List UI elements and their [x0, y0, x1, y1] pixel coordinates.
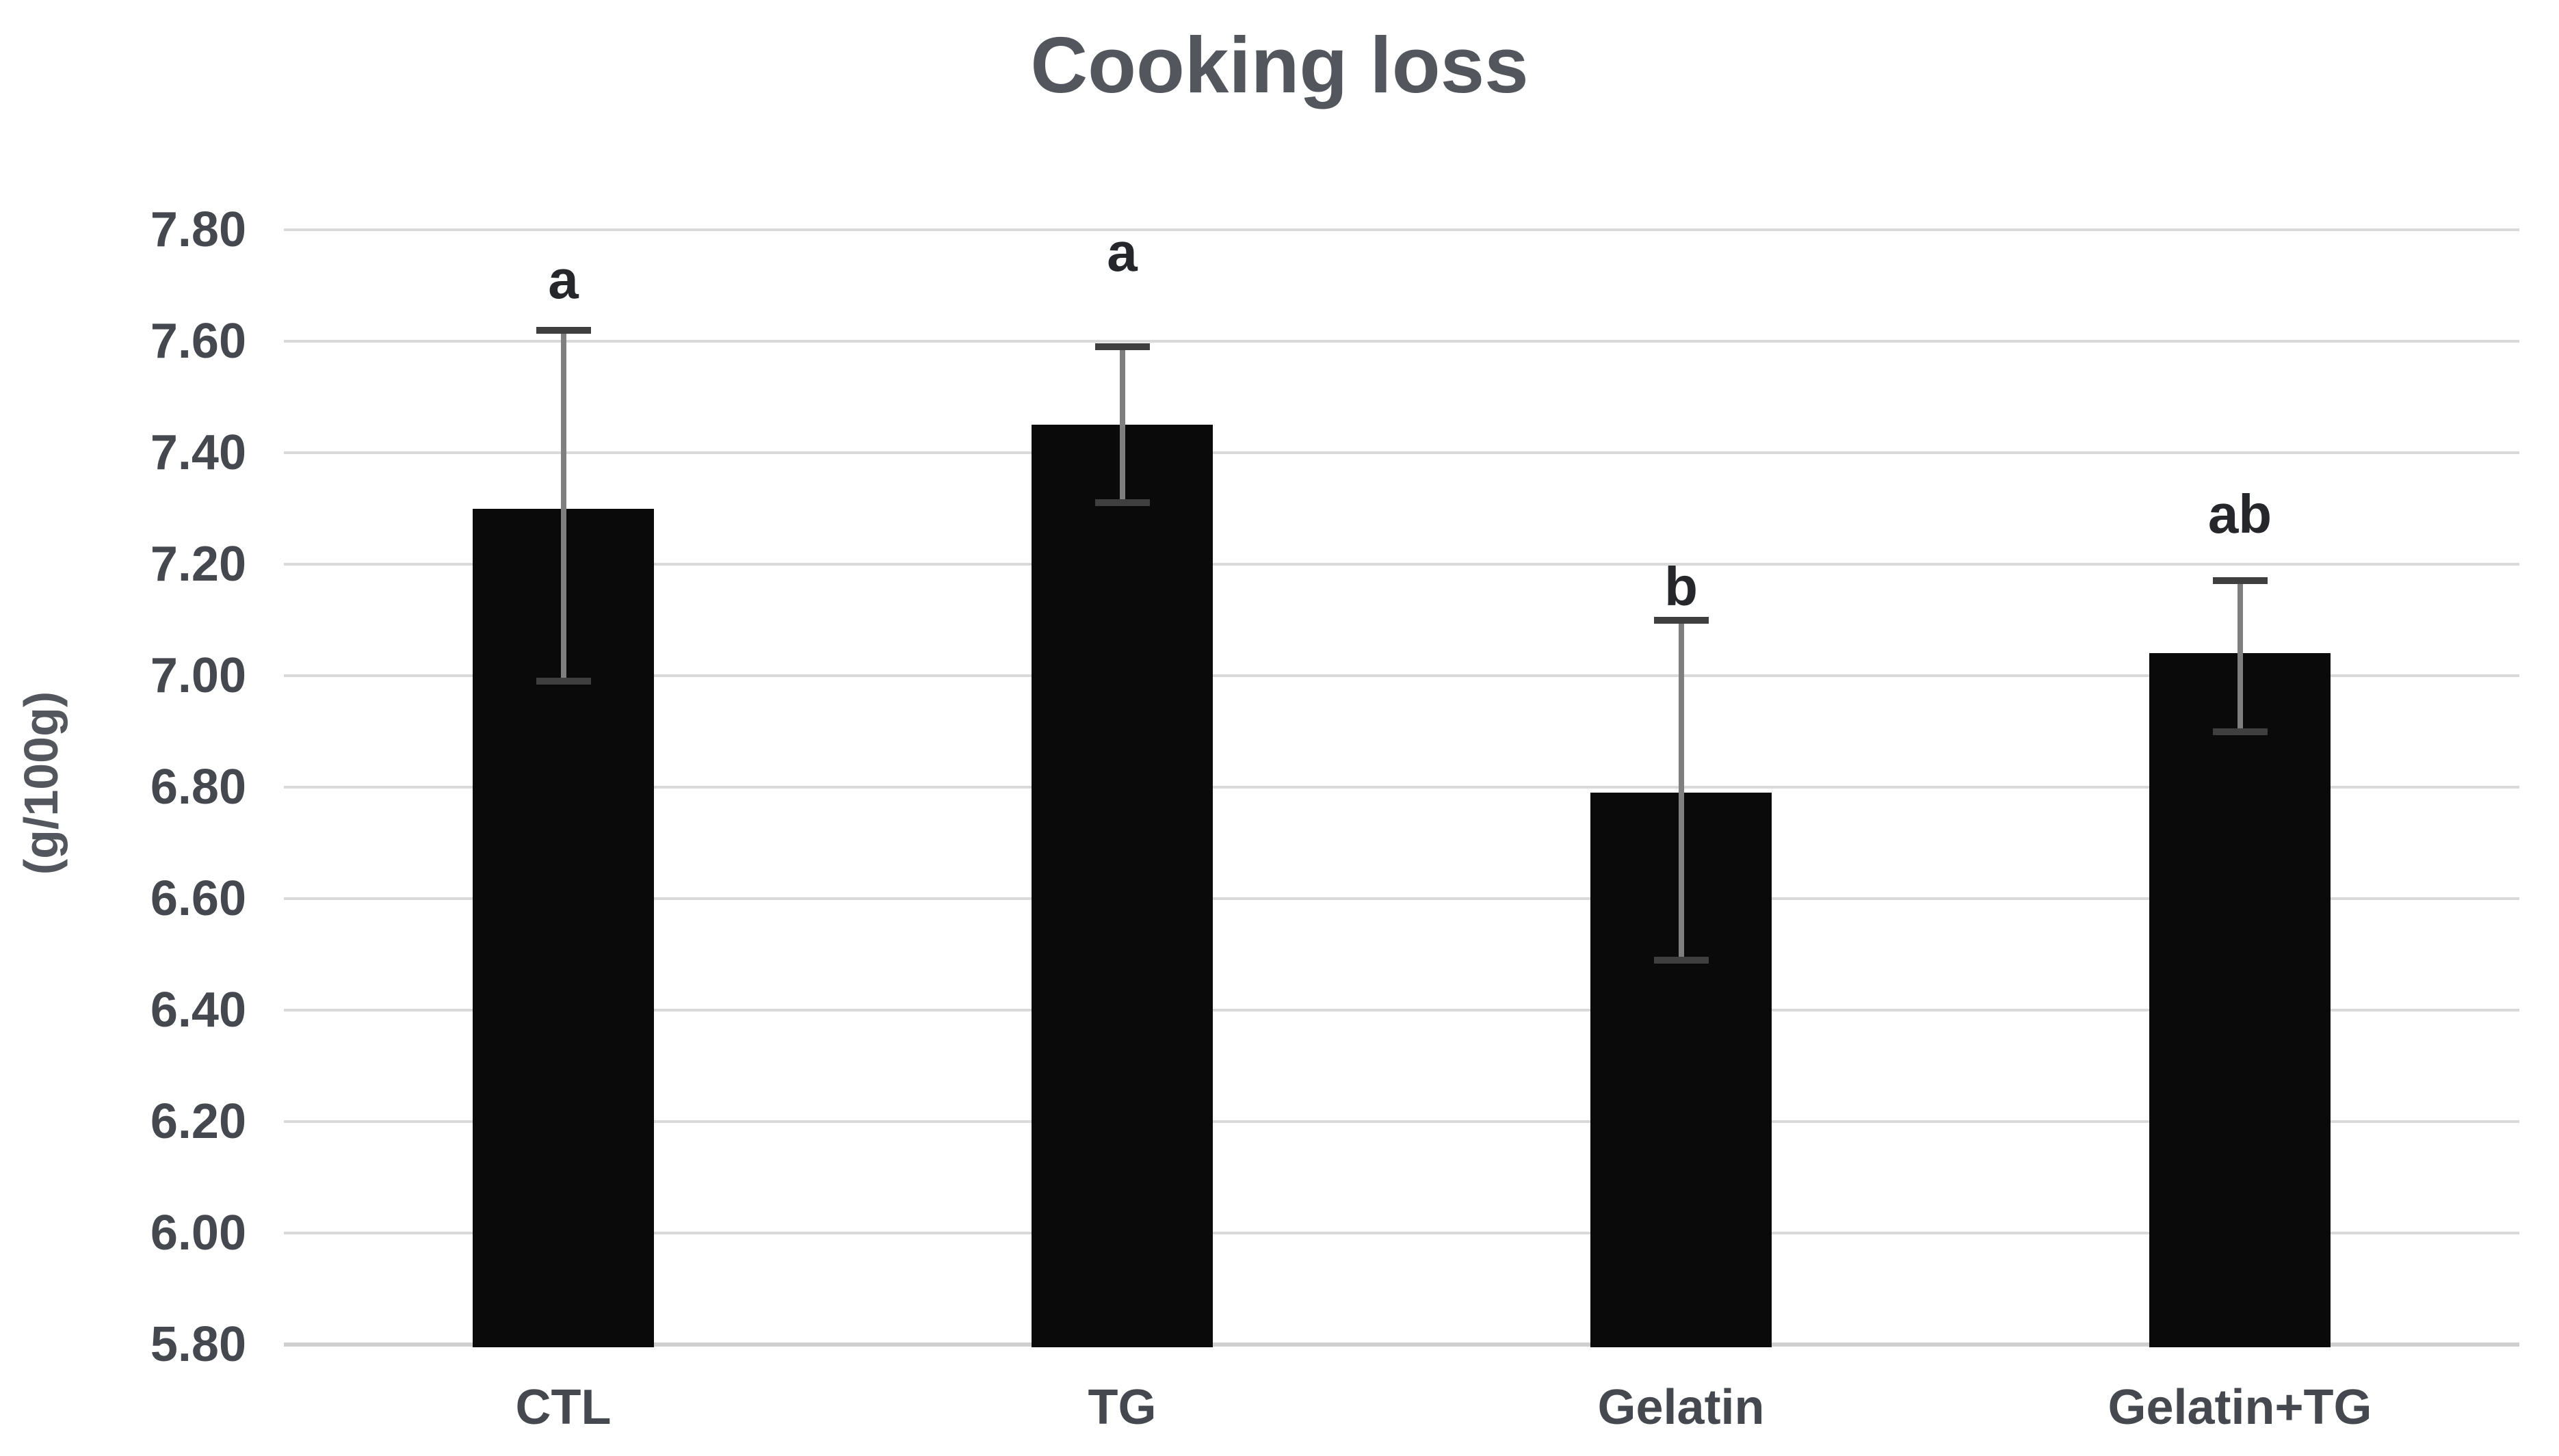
error-bar-cap-top [1653, 616, 1709, 624]
y-tick-label: 6.20 [150, 1094, 246, 1149]
bar-tg [1032, 425, 1213, 1347]
x-category-label: Gelatin+TG [2108, 1380, 2372, 1435]
error-bar-cap-bottom [2212, 728, 2268, 735]
error-bar-cap-top [536, 326, 591, 334]
gridline [284, 897, 2519, 900]
error-bar-line [2237, 581, 2243, 732]
error-bar-cap-bottom [536, 678, 591, 685]
error-bar-cap-top [2212, 577, 2268, 585]
y-tick-label: 7.80 [150, 202, 246, 257]
gridline [284, 786, 2519, 789]
significance-letter: b [1664, 555, 1698, 617]
y-tick-label: 6.60 [150, 871, 246, 926]
y-tick-label: 7.00 [150, 648, 246, 703]
error-bar-cap-bottom [1653, 956, 1709, 964]
gridline [284, 1009, 2519, 1011]
significance-letter: a [1107, 221, 1138, 282]
chart-title: Cooking loss [1030, 21, 1529, 109]
error-bar-line [1678, 620, 1684, 960]
gridline [284, 451, 2519, 454]
gridline [284, 1232, 2519, 1234]
y-tick-label: 7.40 [150, 425, 246, 480]
y-tick-label: 7.20 [150, 537, 246, 592]
x-category-label: Gelatin [1597, 1380, 1765, 1435]
x-axis-baseline [284, 1342, 2519, 1347]
gridline [284, 340, 2519, 343]
gridline [284, 1120, 2519, 1123]
gridline [284, 228, 2519, 231]
y-tick-label: 6.40 [150, 983, 246, 1037]
error-bar-line [1119, 347, 1125, 503]
significance-letter: ab [2207, 483, 2272, 544]
y-tick-label: 6.00 [150, 1206, 246, 1260]
gridline [284, 674, 2519, 677]
error-bar-cap-top [1094, 343, 1150, 351]
y-tick-label: 5.80 [150, 1317, 246, 1372]
bar-gelatin-tg [2149, 653, 2331, 1347]
error-bar-cap-bottom [1094, 499, 1150, 507]
significance-letter: a [548, 249, 579, 310]
x-category-label: CTL [515, 1380, 612, 1435]
y-tick-label: 7.60 [150, 314, 246, 369]
x-category-label: TG [1088, 1380, 1157, 1435]
y-tick-label: 6.80 [150, 760, 246, 815]
error-bar-line [560, 330, 566, 682]
gridline [284, 563, 2519, 566]
